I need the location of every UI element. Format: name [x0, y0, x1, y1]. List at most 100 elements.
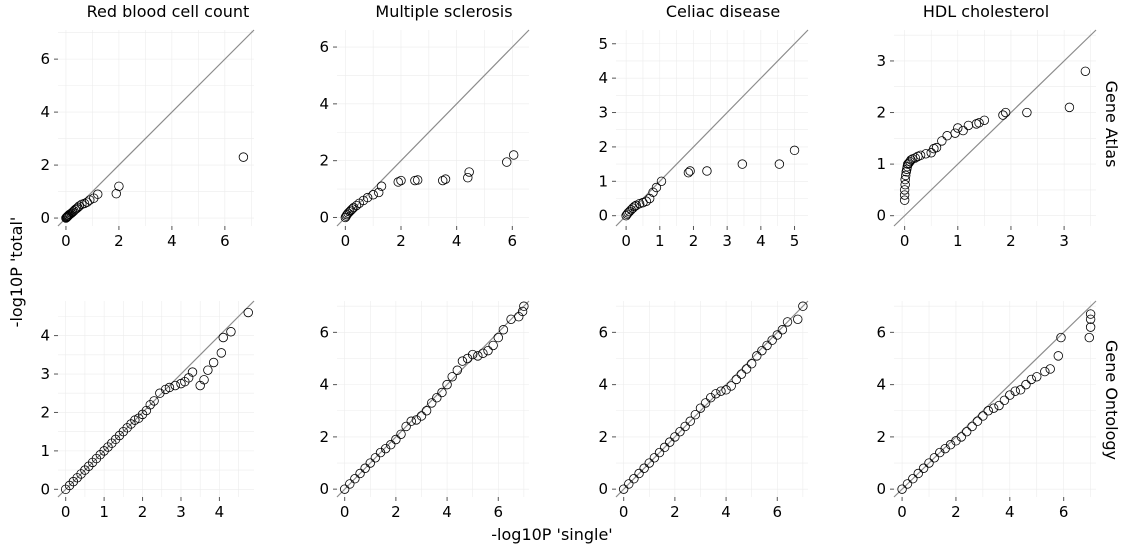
y-tick-label: 0 — [40, 209, 50, 227]
y-tick-label: 0 — [319, 208, 329, 226]
data-point — [629, 474, 639, 484]
data-point — [624, 206, 635, 217]
data-point — [103, 442, 113, 452]
x-tick-label: 0 — [341, 232, 351, 250]
data-point — [467, 349, 478, 360]
data-point — [87, 457, 98, 468]
data-point — [1085, 322, 1096, 332]
data-point — [79, 198, 90, 209]
y-tick-label: 6 — [319, 38, 329, 56]
data-point — [644, 193, 655, 204]
data-point — [493, 332, 503, 343]
data-point — [416, 411, 427, 421]
data-point — [670, 432, 680, 442]
data-point — [972, 416, 983, 426]
data-point — [999, 395, 1010, 406]
data-point — [1085, 314, 1096, 324]
data-point — [199, 375, 209, 385]
data-point — [376, 181, 387, 191]
data-point — [339, 484, 350, 494]
data-point — [80, 465, 90, 475]
data-point — [351, 200, 362, 211]
data-point — [346, 205, 356, 216]
data-point — [406, 416, 416, 426]
data-point — [60, 484, 71, 495]
data-point — [659, 442, 670, 453]
data-point — [974, 118, 984, 128]
data-point — [111, 188, 121, 199]
row-label-gene-ontology: Gene Ontology — [1102, 340, 1121, 460]
y-tick-label: 3 — [598, 104, 608, 122]
data-point — [1080, 66, 1091, 76]
y-tick-label: 2 — [876, 428, 886, 446]
data-point — [702, 166, 712, 176]
data-point — [711, 389, 721, 399]
x-tick-label: 0 — [61, 503, 71, 521]
y-tick-label: 4 — [876, 376, 886, 394]
y-tick-label: 0 — [876, 480, 886, 498]
data-point — [789, 145, 800, 156]
data-point — [931, 142, 942, 153]
data-point — [488, 340, 498, 351]
y-tick-label: 6 — [598, 323, 608, 341]
data-point — [374, 187, 384, 198]
reference-line — [893, 300, 1097, 498]
x-tick-label: 5 — [790, 232, 800, 250]
panel-grid: 0 2 4 6 0 2 4 6 0 2 4 6 0 2 4 6 0 1 2 3 4 5 0 1 2 3 4 5 0 1 2 3 0 1 2 3 0 1 2 3… — [40, 29, 1097, 521]
panel-8: 0 2 4 6 0 2 4 6 — [876, 300, 1097, 521]
data-point — [777, 325, 788, 335]
y-tick-label: 2 — [598, 428, 608, 446]
y-tick-label: 4 — [40, 327, 50, 345]
data-point — [963, 120, 974, 131]
x-tick-label: 2 — [114, 232, 124, 250]
data-point — [665, 437, 675, 447]
data-point — [737, 159, 748, 169]
data-point — [68, 476, 79, 487]
data-point — [641, 196, 652, 206]
data-point — [386, 440, 396, 450]
data-point — [164, 382, 175, 393]
reference-line — [57, 29, 255, 227]
data-point — [908, 474, 918, 484]
x-tick-label: 2 — [951, 503, 961, 521]
data-point — [508, 150, 519, 160]
data-point — [457, 356, 468, 366]
data-point — [700, 398, 711, 408]
y-tick-label: 4 — [40, 103, 50, 121]
data-point — [680, 421, 690, 432]
data-point — [1000, 107, 1011, 118]
y-tick-label: 4 — [319, 95, 329, 113]
panel-7: 0 2 4 6 0 2 4 6 — [598, 300, 809, 521]
data-point — [1032, 372, 1042, 382]
data-point — [438, 175, 448, 186]
y-tick-label: 0 — [598, 480, 608, 498]
data-point — [651, 182, 662, 193]
data-point — [99, 446, 109, 456]
data-point — [1045, 364, 1055, 374]
y-tick-label: 5 — [598, 35, 608, 53]
data-point — [519, 301, 529, 311]
data-point — [208, 357, 219, 368]
x-tick-label: 4 — [721, 503, 731, 521]
data-point — [1021, 379, 1031, 390]
data-point — [134, 413, 144, 423]
data-point — [983, 406, 993, 416]
data-point — [365, 458, 375, 468]
data-point — [350, 474, 360, 484]
x-tick-label: 2 — [670, 503, 680, 521]
data-point — [624, 479, 634, 489]
x-tick-label: 6 — [508, 232, 518, 250]
y-tick-label: 2 — [40, 403, 50, 421]
data-point — [736, 369, 747, 379]
data-point — [762, 340, 772, 351]
data-point — [937, 136, 947, 146]
x-axis-label: -log10P 'single' — [491, 525, 612, 544]
data-point — [170, 380, 180, 391]
data-point — [362, 192, 373, 203]
y-tick-label: 2 — [319, 428, 329, 446]
data-point — [93, 189, 103, 199]
data-point — [913, 468, 923, 479]
data-point — [360, 463, 370, 473]
data-point — [1053, 351, 1063, 361]
